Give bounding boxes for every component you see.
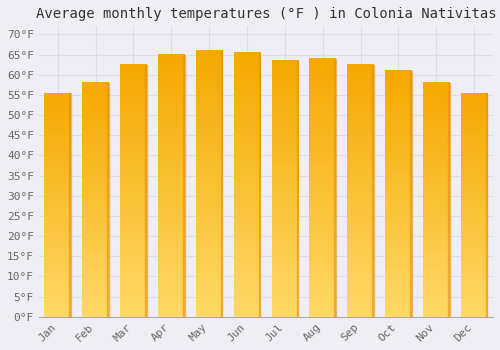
Bar bbox=[448, 83, 450, 317]
Bar bbox=[108, 83, 109, 317]
Bar bbox=[145, 65, 146, 317]
Bar bbox=[296, 61, 298, 317]
Title: Average monthly temperatures (°F ) in Colonia Nativitas: Average monthly temperatures (°F ) in Co… bbox=[36, 7, 496, 21]
Bar bbox=[410, 71, 412, 317]
Bar bbox=[486, 93, 488, 317]
Bar bbox=[258, 52, 260, 317]
Bar bbox=[183, 55, 184, 317]
Bar bbox=[334, 58, 336, 317]
Bar bbox=[221, 50, 222, 317]
Bar bbox=[372, 65, 374, 317]
Bar bbox=[70, 93, 71, 317]
